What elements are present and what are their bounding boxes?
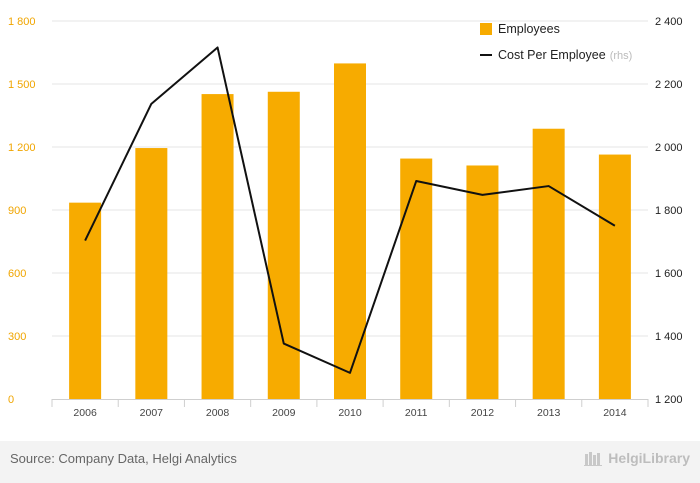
left-axis-ticks: 0 300 600 900 1 200 1 500 1 800 bbox=[8, 16, 36, 406]
x-tick-label: 2011 bbox=[405, 407, 428, 419]
bar-employees-2013 bbox=[532, 128, 565, 400]
right-tick-label: 1 600 bbox=[655, 268, 683, 280]
x-tick-label: 2009 bbox=[272, 407, 296, 419]
brand-logo: HelgiLibrary bbox=[584, 450, 690, 466]
right-tick-label: 2 400 bbox=[655, 16, 683, 28]
brand-name: HelgiLibrary bbox=[608, 450, 690, 466]
left-tick-label: 0 bbox=[8, 394, 14, 406]
left-tick-label: 1 500 bbox=[8, 79, 36, 91]
left-tick-label: 1 200 bbox=[8, 142, 36, 154]
right-tick-label: 1 400 bbox=[655, 331, 683, 343]
left-tick-label: 600 bbox=[8, 268, 26, 280]
left-tick-label: 300 bbox=[8, 331, 26, 343]
legend: Employees Cost Per Employee (rhs) bbox=[480, 22, 632, 62]
x-tick-label: 2014 bbox=[603, 407, 627, 419]
left-tick-label: 900 bbox=[8, 205, 26, 217]
right-tick-label: 1 200 bbox=[655, 394, 683, 406]
x-axis: 2006 2007 2008 2009 2010 2011 2012 2013 2014 bbox=[51, 399, 649, 419]
right-tick-label: 1 800 bbox=[655, 205, 683, 217]
bar-employees-2012 bbox=[466, 165, 499, 399]
bar-employees-2010 bbox=[334, 63, 366, 400]
bar-employees-2006 bbox=[69, 202, 102, 399]
legend-marker-employees bbox=[480, 23, 492, 35]
bar-employees-2011 bbox=[400, 158, 433, 399]
right-axis-ticks: 1 200 1 400 1 600 1 800 2 000 2 200 2 400 bbox=[655, 16, 683, 406]
x-tick-label: 2012 bbox=[471, 407, 495, 419]
x-tick-label: 2010 bbox=[338, 407, 362, 419]
x-tick-label: 2007 bbox=[140, 407, 164, 419]
x-tick-label: 2008 bbox=[206, 407, 230, 419]
left-tick-label: 1 800 bbox=[8, 16, 36, 28]
legend-label-cost-text: Cost Per Employee bbox=[498, 48, 606, 62]
right-tick-label: 2 000 bbox=[655, 142, 683, 154]
combo-chart: 0 300 600 900 1 200 1 500 1 800 1 200 1 400 1 60… bbox=[8, 16, 683, 419]
legend-label-rhs-suffix: (rhs) bbox=[610, 50, 633, 62]
legend-label-cost-per-employee: Cost Per Employee (rhs) bbox=[498, 48, 632, 62]
legend-label-employees: Employees bbox=[498, 22, 560, 36]
employees-bars bbox=[69, 63, 631, 400]
cost-per-employee-line-layer bbox=[84, 46, 616, 374]
right-tick-label: 2 200 bbox=[655, 79, 683, 91]
x-tick-label: 2013 bbox=[537, 407, 561, 419]
bar-employees-2009 bbox=[267, 91, 300, 400]
library-icon bbox=[584, 452, 603, 466]
bar-employees-2008 bbox=[201, 94, 234, 399]
bar-employees-2007 bbox=[135, 148, 168, 399]
x-tick-label: 2006 bbox=[73, 407, 97, 419]
source-text: Source: Company Data, Helgi Analytics bbox=[10, 451, 237, 466]
footer: Source: Company Data, Helgi Analytics He… bbox=[0, 441, 700, 483]
bar-employees-2014 bbox=[598, 154, 631, 399]
